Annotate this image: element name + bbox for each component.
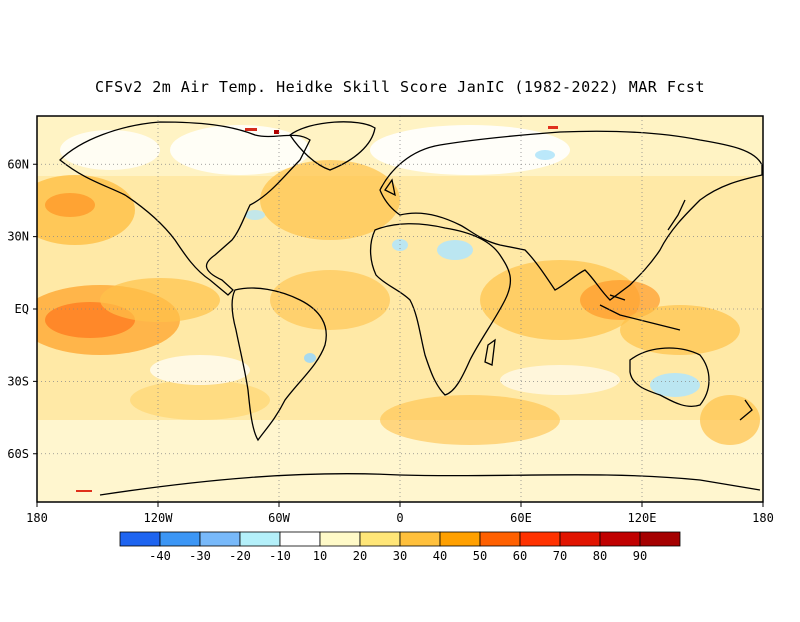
- colorbar-label: 60: [513, 549, 527, 563]
- colorbar: -40 -30 -20 -10 10 20 30 40 50 60 70 80 90: [119, 531, 681, 563]
- colorbar-label: 40: [433, 549, 447, 563]
- map-title: CFSv2 2m Air Temp. Heidke Skill Score Ja…: [95, 78, 705, 96]
- lon-tick-label: 60W: [268, 511, 290, 525]
- colorbar-swatch: [159, 531, 201, 547]
- latitude-labels: 60N 30N EQ 30S 60S: [7, 157, 37, 461]
- colorbar-label: -10: [269, 549, 291, 563]
- colorbar-label: 30: [393, 549, 407, 563]
- colorbar-label: 10: [313, 549, 327, 563]
- colorbar-label: 90: [633, 549, 647, 563]
- lat-tick-label: 60S: [7, 447, 29, 461]
- lat-tick-label: 60N: [7, 157, 29, 171]
- colorbar-label: 20: [353, 549, 367, 563]
- lon-tick-label: 60E: [510, 511, 532, 525]
- colorbar-swatch: [199, 531, 241, 547]
- colorbar-swatch: [559, 531, 601, 547]
- colorbar-swatch: [279, 531, 321, 547]
- colorbar-label: 80: [593, 549, 607, 563]
- colorbar-swatch: [439, 531, 481, 547]
- lon-tick-label: 120E: [628, 511, 657, 525]
- colorbar-swatch: [359, 531, 401, 547]
- colorbar-swatch: [599, 531, 641, 547]
- lon-tick-label: 180: [26, 511, 48, 525]
- colorbar-label: 50: [473, 549, 487, 563]
- colorbar-swatch: [119, 531, 161, 547]
- lon-tick-label: 0: [396, 511, 403, 525]
- lon-tick-label: 120W: [144, 511, 174, 525]
- lat-tick-label: 30N: [7, 230, 29, 244]
- colorbar-swatch: [239, 531, 281, 547]
- lon-tick-label: 180: [752, 511, 774, 525]
- colorbar-swatch: [639, 531, 681, 547]
- colorbar-swatch: [519, 531, 561, 547]
- colorbar-swatch: [399, 531, 441, 547]
- colorbar-label: -20: [229, 549, 251, 563]
- lat-tick-label: 30S: [7, 374, 29, 388]
- longitude-labels: 180 120W 60W 0 60E 120E 180: [26, 502, 774, 525]
- colorbar-swatch: [479, 531, 521, 547]
- colorbar-label: 70: [553, 549, 567, 563]
- coastlines: [59, 121, 763, 496]
- lat-tick-label: EQ: [15, 302, 29, 316]
- colorbar-label: -30: [189, 549, 211, 563]
- colorbar-swatch: [319, 531, 361, 547]
- colorbar-label: -40: [149, 549, 171, 563]
